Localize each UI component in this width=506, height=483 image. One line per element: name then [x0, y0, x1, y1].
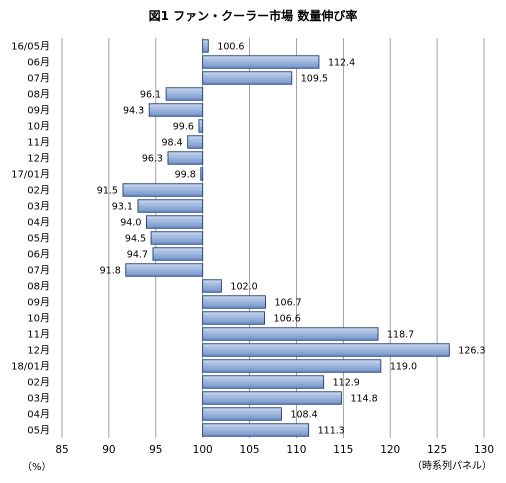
- bar: [165, 87, 204, 101]
- bar: [202, 375, 325, 389]
- x-tick-label: 100: [193, 444, 213, 456]
- x-tick-label: 85: [55, 444, 68, 456]
- bar: [167, 151, 204, 165]
- category-label: 09月: [27, 105, 50, 117]
- category-label: 03月: [27, 393, 50, 405]
- category-label: 07月: [27, 265, 50, 277]
- value-label: 126.3: [458, 346, 485, 357]
- bar: [202, 311, 266, 325]
- bar: [200, 167, 204, 181]
- category-label: 08月: [27, 281, 50, 293]
- bar: [152, 247, 204, 261]
- value-label: 91.5: [97, 186, 118, 197]
- bar: [202, 407, 282, 421]
- bar: [202, 327, 379, 341]
- value-label: 119.0: [390, 362, 417, 373]
- bar: [202, 359, 382, 373]
- category-label: 03月: [27, 201, 50, 213]
- bar: [202, 295, 266, 309]
- value-label: 109.5: [301, 74, 328, 85]
- value-label: 114.8: [350, 394, 377, 405]
- x-tick-labels: 85 90 95 100 105 110 115 120 125 130: [55, 444, 494, 456]
- x-tick-label: 95: [149, 444, 162, 456]
- value-label: 112.9: [333, 378, 360, 389]
- value-label: 98.4: [162, 138, 183, 149]
- value-label: 118.7: [387, 330, 414, 341]
- series-type-label: （時系列パネル）: [412, 461, 492, 472]
- x-tick-label: 90: [102, 444, 115, 456]
- category-label: 12月: [27, 153, 50, 165]
- category-label: 17/01月: [11, 169, 50, 181]
- category-label: 02月: [27, 185, 50, 197]
- category-label: 04月: [27, 409, 50, 421]
- value-label: 94.7: [127, 250, 148, 261]
- category-label: 04月: [27, 217, 50, 229]
- category-label: 10月: [27, 121, 50, 133]
- bar: [202, 55, 320, 69]
- value-label: 94.5: [125, 234, 146, 245]
- category-label: 07月: [27, 73, 50, 85]
- bars: [122, 39, 450, 437]
- value-label: 100.6: [217, 42, 244, 53]
- bar: [137, 199, 204, 213]
- value-label: 94.3: [123, 106, 144, 117]
- bar: [198, 119, 204, 133]
- x-tick-label: 115: [333, 444, 353, 456]
- bar: [122, 183, 204, 197]
- bar: [202, 391, 342, 405]
- category-label: 12月: [27, 345, 50, 357]
- category-label: 11月: [27, 329, 50, 341]
- value-label: 94.0: [120, 218, 141, 229]
- unit-label: （%）: [22, 462, 52, 473]
- x-tick-label: 130: [474, 444, 494, 456]
- value-label: 99.6: [173, 122, 194, 133]
- category-label: 08月: [27, 89, 50, 101]
- bar: [148, 103, 204, 117]
- value-label: 91.8: [100, 266, 121, 277]
- category-label: 11月: [27, 137, 50, 149]
- bar: [145, 215, 204, 229]
- bar: [202, 39, 209, 53]
- value-label: 112.4: [328, 58, 355, 69]
- category-label: 05月: [27, 233, 50, 245]
- bar: [202, 343, 450, 357]
- bar: [150, 231, 204, 245]
- value-label: 106.7: [274, 298, 301, 309]
- x-tick-label: 110: [286, 444, 306, 456]
- value-label: 96.1: [140, 90, 161, 101]
- x-tick-label: 105: [240, 444, 260, 456]
- bar: [202, 423, 310, 437]
- category-label: 06月: [27, 57, 50, 69]
- category-label: 06月: [27, 249, 50, 261]
- value-label: 96.3: [142, 154, 163, 165]
- category-label: 02月: [27, 377, 50, 389]
- value-label: 108.4: [290, 410, 317, 421]
- category-label: 05月: [27, 425, 50, 437]
- category-label: 16/05月: [11, 41, 50, 53]
- category-label: 09月: [27, 297, 50, 309]
- value-label: 93.1: [112, 202, 133, 213]
- chart-title: 図1 ファン・クーラー市場 数量伸び率: [148, 9, 358, 23]
- value-label: 102.0: [230, 282, 257, 293]
- category-label: 18/01月: [11, 361, 50, 373]
- category-labels: 16/05月 06月 07月 08月 09月 10月 11月 12月 17/01月 02月 03月 0…: [11, 41, 50, 437]
- bar: [125, 263, 204, 277]
- value-label: 106.6: [274, 314, 301, 325]
- category-label: 10月: [27, 313, 50, 325]
- x-tick-label: 120: [380, 444, 400, 456]
- value-label: 99.8: [175, 170, 196, 181]
- bar: [202, 71, 293, 85]
- bar: [187, 135, 204, 149]
- x-tick-label: 125: [427, 444, 447, 456]
- bar: [202, 279, 222, 293]
- value-label: 111.3: [318, 426, 345, 437]
